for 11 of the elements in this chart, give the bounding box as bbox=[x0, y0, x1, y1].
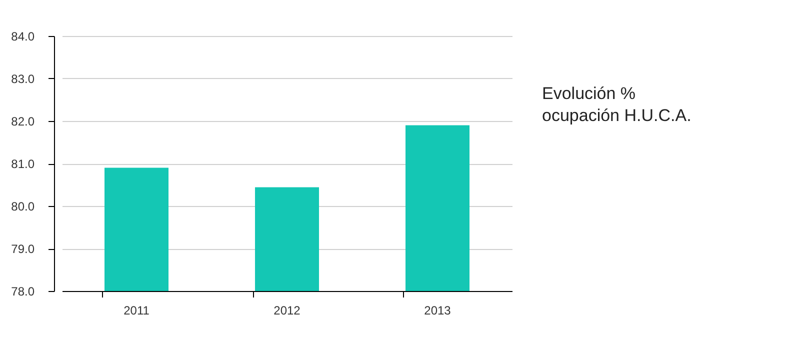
y-tick-label: 84.0 bbox=[11, 30, 35, 44]
y-tick-label: 79.0 bbox=[11, 242, 35, 256]
y-tick-label: 82.0 bbox=[11, 114, 35, 128]
y-tick-label: 78.0 bbox=[11, 284, 35, 298]
y-tick-label: 81.0 bbox=[11, 157, 35, 171]
y-tick-label: 80.0 bbox=[11, 200, 35, 214]
y-tick-label: 83.0 bbox=[11, 72, 35, 86]
x-tick-label: 2012 bbox=[274, 304, 301, 318]
x-tick-label: 2013 bbox=[424, 304, 452, 318]
text: Evolución % ocupación H.U.C.A. bbox=[542, 84, 692, 125]
x-tick-label: 2011 bbox=[124, 304, 150, 318]
